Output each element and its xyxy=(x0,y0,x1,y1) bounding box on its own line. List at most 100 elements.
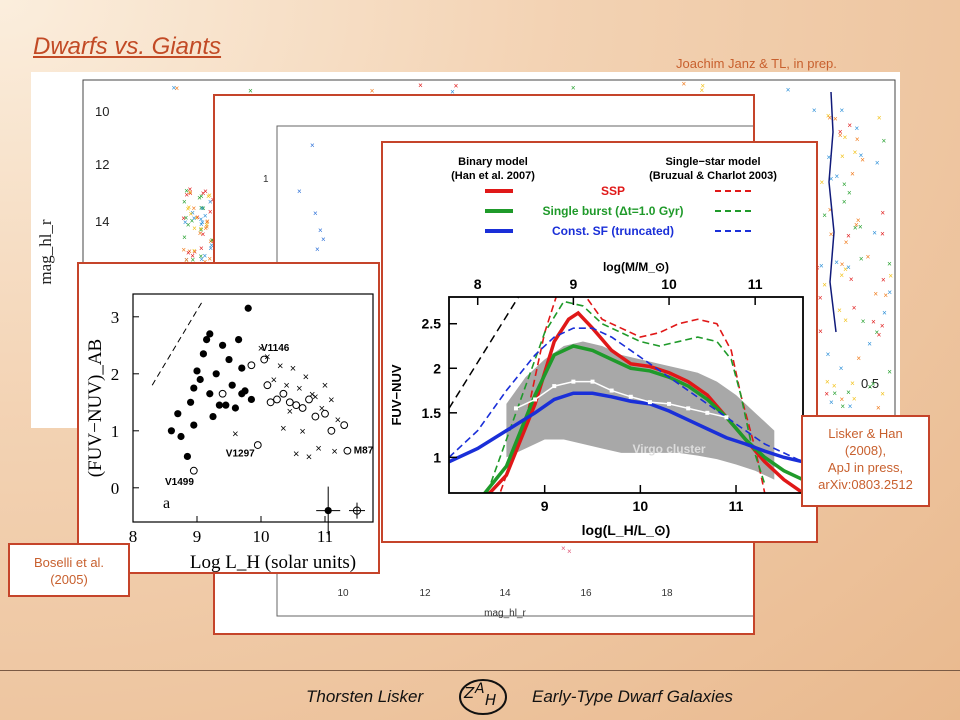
boselli-point-filled xyxy=(247,395,255,404)
bg-scatter-mark: × xyxy=(847,189,852,198)
mid-xtick-label: 16 xyxy=(580,588,592,599)
bg-scatter-mark: × xyxy=(191,256,196,265)
boselli-point-filled xyxy=(203,336,211,344)
lh-median-point xyxy=(686,406,691,411)
bg-scatter-mark: × xyxy=(199,226,204,235)
bg-scatter-mark: × xyxy=(839,364,844,373)
bg-scatter-mark: × xyxy=(882,136,887,145)
bg-scatter-mark: × xyxy=(200,204,205,213)
bg-scatter-mark: × xyxy=(818,327,823,336)
boselli-errorbar-point xyxy=(352,506,362,515)
bg-scatter-mark: × xyxy=(203,187,208,196)
bg-scatter-mark: × xyxy=(682,80,687,89)
bg-scatter-mark: × xyxy=(827,113,832,122)
boselli-point-filled xyxy=(238,364,246,372)
bg-scatter-mark: × xyxy=(873,289,878,298)
mid-xtick-label: 18 xyxy=(661,588,673,599)
boselli-xtick-label: 10 xyxy=(253,527,270,546)
bg-scatter-mark: × xyxy=(199,204,204,213)
lh-legend-header-single: Single−star model xyxy=(665,156,760,168)
boselli-point-filled xyxy=(174,410,182,418)
boselli-frame xyxy=(132,293,374,523)
bg-scatter-mark: × xyxy=(840,402,845,411)
lh-legend-header-binary-ref: (Han et al. 2007) xyxy=(451,170,535,182)
bg-scatter-mark: × xyxy=(874,328,879,337)
boselli-point-filled xyxy=(187,398,195,406)
bg-scatter-mark: × xyxy=(871,317,876,326)
lh-frame xyxy=(448,296,804,494)
bg-scatter-mark: × xyxy=(828,206,833,215)
bg-scatter-mark: × xyxy=(199,225,204,234)
bg-scatter-mark: × xyxy=(822,211,827,220)
boselli-point-open xyxy=(292,401,301,410)
lh-legend-header-binary: Binary model xyxy=(458,156,528,168)
boselli-point-filled xyxy=(212,370,220,378)
bg-scatter-mark: × xyxy=(199,255,204,264)
bg-scatter-mark: × xyxy=(860,156,865,165)
boselli-point-filled xyxy=(238,390,246,398)
bg-scatter-mark: × xyxy=(854,220,859,229)
lisker-citation-line2: (2008), xyxy=(844,443,887,458)
lh-median-point xyxy=(533,397,538,402)
bg-scatter-mark: × xyxy=(852,303,857,312)
boselli-point-open xyxy=(189,466,198,475)
boselli-ylabel: (FUV−NUV)_AB xyxy=(85,339,106,477)
bg-scatter-mark: × xyxy=(887,259,892,268)
boselli-xtick-label: 11 xyxy=(317,527,333,546)
lh-median-point xyxy=(724,415,729,420)
boselli-point-cross: × xyxy=(277,360,283,372)
svg-text:H: H xyxy=(485,691,496,709)
boselli-annotation: M87 xyxy=(354,446,374,457)
boselli-point-cross: × xyxy=(258,343,264,355)
lh-top-axis-label: log(M/M_⊙) xyxy=(603,260,669,274)
lh-median-point xyxy=(628,394,633,399)
lh-median-point xyxy=(571,379,576,384)
boselli-point-open xyxy=(260,355,269,364)
credit-text: Joachim Janz & TL, in prep. xyxy=(676,56,837,71)
lh-single-star-model-line xyxy=(499,297,766,493)
boselli-point-cross: × xyxy=(306,451,312,463)
bg-scatter-mark: × xyxy=(846,388,851,397)
bg-scatter-mark: × xyxy=(182,197,187,206)
lh-plot-area xyxy=(449,297,803,493)
bg-scatter-mark: × xyxy=(190,251,195,260)
bg-scatter-mark: × xyxy=(822,281,827,290)
bg-scatter-mark: × xyxy=(829,398,834,407)
boselli-point-filled xyxy=(209,412,217,421)
boselli-point-filled xyxy=(183,452,191,461)
boselli-point-open xyxy=(321,409,329,418)
mid-scatter-mark: × xyxy=(561,544,566,553)
lh-virgo-band xyxy=(506,341,775,480)
bg-scatter-mark: × xyxy=(186,248,191,257)
bg-scatter-mark: × xyxy=(850,170,855,179)
bg-scatter-mark: × xyxy=(880,389,885,398)
lh-legend-header-single-ref: (Bruzual & Charlot 2003) xyxy=(649,170,777,182)
lh-median-point xyxy=(552,384,557,389)
boselli-point-filled xyxy=(206,330,214,338)
bg-scatter-mark: × xyxy=(819,262,824,271)
zah-logo-icon: Z A H xyxy=(459,679,507,715)
boselli-point-cross: × xyxy=(296,383,302,395)
mid-scatter-mark: × xyxy=(318,226,323,235)
bg-ytick-label: 12 xyxy=(95,157,109,172)
boselli-point-open xyxy=(247,361,256,370)
mid-xtick-label: 12 xyxy=(419,588,431,599)
bg-scatter-mark: × xyxy=(188,189,193,198)
lh-single-star-model-line xyxy=(449,327,803,463)
bg-scatter-mark: × xyxy=(866,253,871,262)
lh-legend-label: Single burst (Δt=1.0 Gyr) xyxy=(543,204,684,218)
boselli-annotation: V1146 xyxy=(261,343,290,354)
bg-scatter-mark: × xyxy=(843,133,848,142)
bg-scatter-mark: × xyxy=(202,251,207,260)
lh-median-point xyxy=(590,379,595,384)
boselli-point-cross: × xyxy=(293,449,299,461)
lh-band-label: Virgo cluster xyxy=(632,442,705,456)
mid-scatter-mark: × xyxy=(321,235,326,244)
boselli-point-cross: × xyxy=(283,380,289,392)
lh-ytick-label: 2.5 xyxy=(422,316,442,332)
bg-scatter-mark: × xyxy=(192,204,197,213)
lh-binary-model-line xyxy=(449,391,803,464)
bg-scatter-mark: × xyxy=(824,390,829,399)
bg-scatter-mark: × xyxy=(876,403,881,412)
boselli-point-filled xyxy=(222,401,230,409)
